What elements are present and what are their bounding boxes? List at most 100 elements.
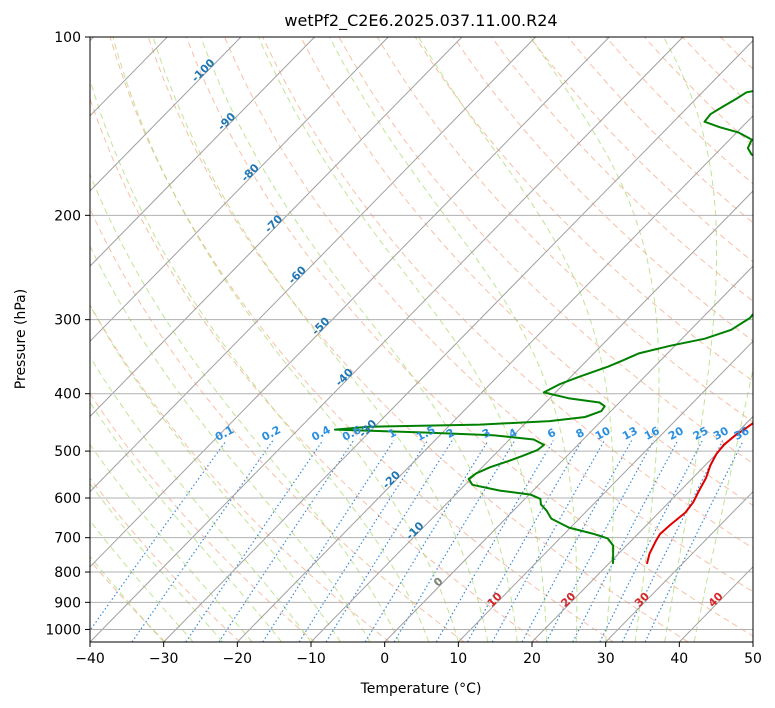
mixing-ratio-label: 6 [545, 426, 558, 441]
dry-adiabat [90, 477, 241, 642]
dewpoint-profile [333, 90, 753, 564]
mixing-ratio-label: 16 [642, 424, 662, 443]
mixing-ratio-label: 36 [732, 424, 752, 443]
mixing-ratio-line [599, 440, 703, 642]
x-tick-label: −10 [296, 651, 326, 667]
x-tick-label: 20 [523, 651, 541, 667]
x-axis-title: Temperature (°C) [360, 681, 482, 697]
x-tick-label: 30 [597, 651, 615, 667]
x-tick-label: 50 [744, 651, 762, 667]
dry-adiabat [224, 37, 753, 593]
isotherm-label: -10 [403, 519, 426, 542]
moist-adiabat [90, 482, 223, 642]
mixing-ratio-label: 0.1 [213, 423, 236, 444]
isotherm-label: -40 [333, 366, 356, 389]
mixing-ratio-label: 13 [620, 424, 640, 443]
mixing-ratio-line [218, 440, 354, 642]
dry-adiabat [90, 97, 540, 642]
isotherm [90, 37, 536, 493]
dry-adiabat [338, 37, 753, 465]
y-tick-label: 800 [54, 565, 81, 581]
mixing-ratio-label: 0.4 [309, 423, 333, 444]
x-tick-label: −20 [223, 651, 253, 667]
moist-adiabat [90, 78, 430, 642]
isotherm-label: -80 [239, 161, 262, 184]
isotherm [678, 566, 753, 642]
mixing-ratio-line [545, 440, 655, 642]
mixing-ratio-line [185, 440, 324, 642]
mixing-ratio-line [90, 440, 227, 632]
y-axis-title: Pressure (hPa) [13, 289, 29, 389]
y-tick-label: 500 [54, 444, 81, 460]
mixing-ratio-label: 3 [480, 426, 493, 441]
mixing-ratio-label: 10 [593, 424, 613, 443]
mixing-ratio-line [364, 440, 489, 642]
moist-adiabat [200, 37, 518, 642]
isotherm [90, 37, 463, 418]
moist-adiabat [152, 37, 489, 642]
grid-lines [90, 37, 753, 642]
moist-adiabat [112, 37, 459, 642]
isotherm-label: -30 [356, 417, 379, 440]
mixing-ratio-line [521, 440, 633, 642]
mixing-ratio-label: 0.2 [260, 423, 283, 444]
mixing-ratio-label: 30 [711, 424, 731, 443]
plot-frame [89, 36, 754, 643]
isotherm [752, 641, 753, 642]
dry-adiabat [567, 37, 753, 224]
isotherm [163, 39, 753, 642]
moist-adiabat [530, 37, 660, 642]
y-tick-label: 300 [54, 313, 81, 329]
moist-adiabat [90, 173, 400, 642]
mixing-ratio-line [644, 440, 744, 642]
dry-adiabat [491, 37, 753, 302]
dry-adiabat [185, 37, 753, 637]
dry-adiabat [147, 37, 689, 642]
isotherm-label: -50 [309, 314, 332, 337]
isotherm [605, 490, 753, 642]
moist-adiabat [90, 355, 312, 642]
temperature-profile [645, 421, 753, 565]
x-tick-label: 0 [380, 651, 389, 667]
y-tick-label: 200 [54, 208, 81, 224]
dry-adiabat [453, 37, 753, 342]
dry-adiabat [109, 37, 614, 642]
dry-adiabat [643, 37, 753, 147]
isotherm [90, 37, 389, 343]
mixing-ratio-line [325, 440, 453, 642]
moist-adiabat [329, 37, 578, 642]
isotherm-label: 10 [485, 590, 505, 610]
axes: −40 −30 −20 −10 0 10 20 30 40 5010020030040050060… [45, 30, 762, 667]
mixing-ratio-label: 25 [691, 424, 711, 443]
isotherm [90, 37, 242, 192]
isotherm-label: 30 [632, 590, 652, 610]
chart-title: wetPf2_C2E6.2025.037.11.00.R24 [284, 11, 557, 31]
mixing-ratio-line [262, 440, 395, 642]
isotherm [531, 415, 753, 642]
moist-adiabat [90, 304, 341, 642]
isotherm-label: -60 [286, 263, 309, 286]
background-lines [90, 37, 753, 642]
mixing-ratio-line [572, 440, 679, 642]
isotherm [90, 37, 315, 267]
mixing-ratio-line [298, 440, 429, 642]
mixing-ratio-line [621, 440, 724, 642]
isotherm [384, 265, 753, 642]
y-tick-label: 600 [54, 491, 81, 507]
y-tick-label: 900 [54, 595, 81, 611]
y-tick-label: 100 [54, 30, 81, 46]
moist-adiabat [663, 37, 718, 642]
isotherm [457, 340, 753, 642]
moist-adiabat [693, 366, 753, 642]
y-tick-label: 700 [54, 531, 81, 547]
isotherm-label: 40 [706, 590, 726, 610]
moist-adiabat [90, 401, 282, 642]
moist-adiabat [90, 245, 371, 642]
dry-adiabat [90, 392, 316, 642]
mixing-ratio-line [435, 440, 554, 642]
moist-adiabat [258, 37, 548, 642]
mixing-ratio-line [491, 440, 605, 642]
x-tick-label: −30 [149, 651, 179, 667]
isotherm-label: -90 [215, 110, 238, 133]
